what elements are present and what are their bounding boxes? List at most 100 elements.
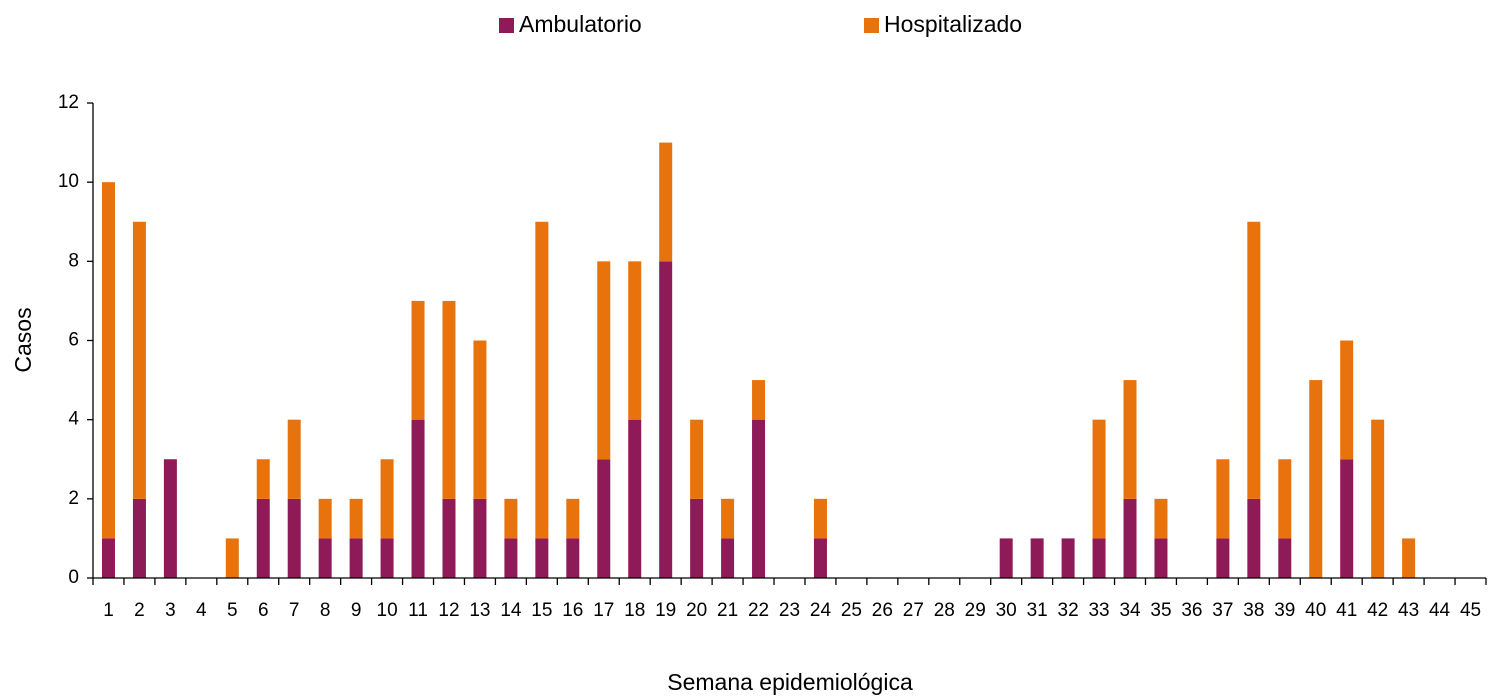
bar-segment: [752, 419, 766, 578]
x-tick-label: 23: [779, 600, 800, 621]
y-tick-label: 4: [68, 409, 79, 430]
x-tick-label: 19: [655, 600, 676, 621]
legend-label: Ambulatorio: [519, 11, 642, 37]
bar-segment: [1340, 459, 1354, 578]
bar-segment: [1278, 459, 1292, 539]
x-tick-label: 9: [351, 600, 362, 621]
x-tick-label: 36: [1181, 600, 1202, 621]
x-tick-label: 10: [377, 600, 398, 621]
bar-segment: [132, 498, 146, 578]
x-tick-label: 8: [320, 600, 331, 621]
x-tick-label: 32: [1058, 600, 1079, 621]
bar-segment: [813, 498, 827, 539]
x-tick-label: 37: [1212, 600, 1233, 621]
x-tick-label: 16: [562, 600, 583, 621]
y-tick-label: 12: [58, 92, 79, 113]
bar-segment: [411, 300, 425, 420]
x-tick-label: 30: [996, 600, 1017, 621]
x-tick-label: 18: [624, 600, 645, 621]
bar-segment: [411, 419, 425, 578]
bar-segment: [628, 261, 642, 420]
y-axis-title: Casos: [10, 307, 36, 372]
bar-segment: [690, 498, 704, 578]
bar-segment: [628, 419, 642, 578]
bar-segment: [1216, 538, 1230, 578]
legend-swatch: [499, 18, 514, 33]
bar-segment: [504, 538, 518, 578]
bar-segment: [318, 538, 332, 578]
x-tick-label: 20: [686, 600, 707, 621]
bar-segment: [1154, 498, 1168, 539]
x-tick-label: 7: [289, 600, 300, 621]
x-tick-label: 15: [531, 600, 552, 621]
bar-segment: [1247, 498, 1261, 578]
bar-segment: [380, 538, 394, 578]
bar-segment: [504, 498, 518, 539]
bar-segment: [597, 459, 611, 578]
x-tick-label: 13: [469, 600, 490, 621]
bar-segment: [752, 380, 766, 420]
bar-segment: [318, 498, 332, 539]
x-tick-label: 42: [1367, 600, 1388, 621]
x-tick-label: 24: [810, 600, 832, 621]
bar-segment: [690, 419, 704, 499]
bar-segment: [473, 498, 487, 578]
bar-segment: [1030, 538, 1044, 578]
x-tick-label: 27: [903, 600, 924, 621]
x-tick-label: 41: [1336, 600, 1357, 621]
x-tick-label: 22: [748, 600, 769, 621]
x-tick-label: 12: [438, 600, 459, 621]
x-tick-label: 43: [1398, 600, 1419, 621]
x-tick-label: 21: [717, 600, 738, 621]
bar-segment: [473, 340, 487, 499]
bar-segment: [225, 538, 239, 578]
x-tick-label: 44: [1429, 600, 1451, 621]
bar-segment: [442, 498, 456, 578]
x-tick-label: 17: [593, 600, 614, 621]
bar-segment: [535, 221, 549, 539]
bar-segment: [380, 459, 394, 539]
bar-segment: [349, 498, 363, 539]
bar-segment: [163, 459, 177, 578]
bar-segment: [1309, 380, 1323, 578]
bar-segment: [659, 142, 673, 262]
bar-segment: [1340, 340, 1354, 460]
bar-segment: [566, 498, 580, 539]
bar-segment: [535, 538, 549, 578]
bar-segment: [287, 498, 301, 578]
x-tick-label: 29: [965, 600, 986, 621]
bar-segment: [1247, 221, 1261, 499]
bar-segment: [721, 538, 735, 578]
bar-segment: [1123, 380, 1137, 499]
bar-segment: [132, 221, 146, 499]
bar-segment: [1092, 538, 1106, 578]
bar-segment: [1092, 419, 1106, 539]
bar-segment: [1402, 538, 1416, 578]
bar-segment: [349, 538, 363, 578]
y-tick-label: 10: [58, 171, 79, 192]
x-tick-label: 38: [1243, 600, 1264, 621]
bar-segment: [813, 538, 827, 578]
x-tick-label: 3: [165, 600, 176, 621]
bar-segment: [256, 498, 270, 578]
x-tick-label: 4: [196, 600, 207, 621]
bar-segment: [566, 538, 580, 578]
legend-label: Hospitalizado: [884, 11, 1022, 37]
x-tick-label: 39: [1274, 600, 1295, 621]
bar-segment: [721, 498, 735, 539]
x-tick-label: 35: [1150, 600, 1171, 621]
bar-segment: [1123, 498, 1137, 578]
x-axis-title: Semana epidemiológica: [667, 669, 913, 695]
x-tick-label: 33: [1088, 600, 1109, 621]
bar-segment: [1371, 419, 1385, 578]
bar-segment: [101, 538, 115, 578]
bar-segment: [442, 300, 456, 499]
x-tick-label: 1: [103, 600, 114, 621]
bar-segment: [1278, 538, 1292, 578]
y-tick-label: 6: [68, 330, 79, 351]
x-tick-label: 14: [500, 600, 522, 621]
x-tick-label: 5: [227, 600, 238, 621]
bar-segment: [256, 459, 270, 499]
x-tick-label: 11: [408, 600, 428, 621]
